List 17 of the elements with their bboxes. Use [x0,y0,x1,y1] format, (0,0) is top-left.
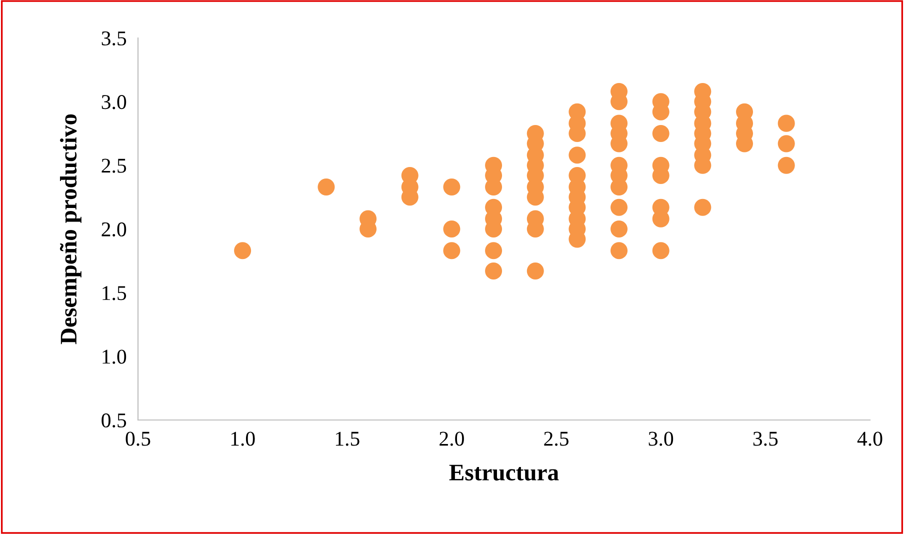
x-tick-label: 3.5 [753,432,778,446]
y-tick-label: 1.5 [102,286,126,300]
y-tick-label: 3.5 [102,31,126,46]
y-tick-label: 3.0 [102,95,126,110]
y-tick-label: 0.5 [102,413,126,428]
x-tick-label: 1.5 [336,432,360,446]
y-tick-label: 2.0 [102,222,126,237]
x-tick-label: 2.0 [440,432,464,446]
x-tick-label: 4.0 [857,432,882,446]
x-tick-label: 0.5 [126,432,150,446]
y-tick-label: 2.5 [102,158,126,173]
x-tick-label: 2.5 [544,432,568,446]
y-axis-title: Desempeño productivo [60,114,82,344]
x-tick-label: 1.0 [231,432,255,446]
y-tick-label: 1.0 [102,350,126,364]
x-axis-title: Estructura [449,464,559,481]
x-tick-label: 3.0 [648,432,674,446]
